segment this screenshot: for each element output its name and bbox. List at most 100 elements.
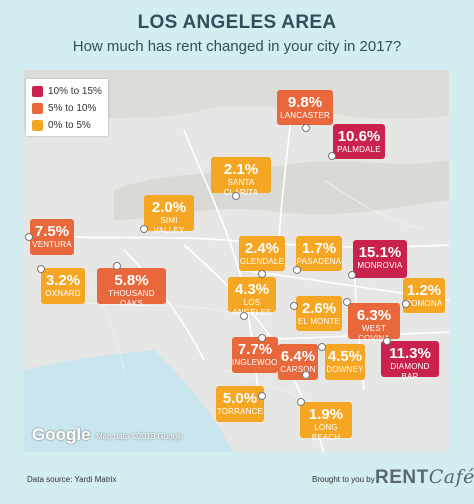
city-value: 1.2% [406, 282, 442, 299]
legend-item-mid: 5% to 10% [32, 102, 96, 114]
legend-swatch-high [32, 85, 43, 97]
legend-label-high: 10% to 15% [48, 85, 102, 97]
marker-ventura [25, 233, 33, 241]
city-tile-thousand-oaks[interactable]: 5.8% THOUSAND OAKS [97, 268, 166, 308]
marker-pomona [402, 300, 410, 308]
city-value: 6.4% [280, 348, 316, 365]
city-tile-torrance[interactable]: 5.0% TORRANCE [216, 386, 264, 422]
city-name: MONROVIA [357, 261, 403, 270]
city-tile-long-beach[interactable]: 1.9% LONG BEACH [300, 402, 352, 442]
city-name: TORRANCE [216, 407, 264, 416]
city-tile-downey[interactable]: 4.5% DOWNEY [325, 344, 365, 380]
page-title: LOS ANGELES AREA [137, 12, 337, 33]
city-tile-pasadena[interactable]: 1.7% PASADENA [296, 236, 342, 271]
marker-monrovia [348, 271, 356, 279]
marker-thousand-oaks [113, 262, 121, 270]
city-name: EL MONTE [297, 317, 341, 326]
city-name: LOS ANGELES [232, 298, 272, 317]
city-value: 11.3% [389, 345, 431, 362]
city-name: WEST COVINA [358, 324, 390, 343]
city-value: 5.8% [114, 272, 149, 289]
marker-el-monte [290, 302, 298, 310]
city-name: CARSON [280, 365, 316, 374]
city-tile-monrovia[interactable]: 15.1% MONROVIA [353, 240, 407, 278]
legend-label-low: 0% to 5% [48, 119, 91, 131]
city-tile-inglewood[interactable]: 7.7% INGLEWOOD [232, 337, 284, 373]
city-value: 2.6% [301, 300, 337, 317]
city-tile-los-angeles[interactable]: 4.3% LOS ANGELES [228, 277, 276, 317]
city-value: 2.0% [151, 199, 187, 216]
city-name: LANCASTER [280, 111, 330, 120]
city-name: SIMI VALLEY [153, 216, 185, 235]
city-value: 6.3% [356, 307, 392, 324]
brought-by-label: Brought to you by [312, 475, 375, 484]
marker-diamond-bar [383, 337, 391, 345]
city-value: 3.2% [45, 272, 81, 289]
city-tile-carson[interactable]: 6.4% CARSON [278, 344, 318, 380]
city-value: 1.9% [308, 406, 344, 423]
legend-item-low: 0% to 5% [32, 119, 91, 131]
rentcafe-logo[interactable]: RENTCafé [375, 466, 474, 489]
google-logo: Google [32, 425, 91, 444]
page-subtitle: How much has rent changed in your city i… [72, 38, 402, 55]
marker-inglewood [258, 334, 266, 342]
city-value: 7.7% [237, 341, 273, 358]
city-value: 2.4% [244, 240, 280, 257]
marker-glendale [258, 270, 266, 278]
city-name: DOWNEY [326, 365, 364, 374]
city-tile-pomona[interactable]: 1.2% POMONA [403, 278, 445, 313]
city-tile-santa-clarita[interactable]: 2.1% SANTA CLARITA [211, 157, 271, 197]
city-value: 1.7% [301, 240, 337, 257]
city-name: DIAMOND BAR [390, 362, 430, 381]
marker-west-covina [343, 298, 351, 306]
city-value: 5.0% [222, 390, 258, 407]
legend: 10% to 15% 5% to 10% 0% to 5% [26, 79, 108, 136]
city-value: 7.5% [34, 223, 70, 240]
city-name: INGLEWOOD [232, 358, 284, 367]
marker-santa-clarita [232, 192, 240, 200]
city-value: 9.8% [287, 94, 323, 111]
city-name: OXNARD [45, 289, 81, 298]
city-name: VENTURA [32, 240, 72, 249]
marker-carson [302, 371, 310, 379]
marker-oxnard [37, 265, 45, 273]
city-tile-palmdale[interactable]: 10.6% PALMDALE [333, 124, 385, 159]
marker-torrance [258, 392, 266, 400]
city-tile-oxnard[interactable]: 3.2% OXNARD [41, 268, 85, 304]
city-name: LONG BEACH [311, 423, 341, 442]
marker-los-angeles [240, 312, 248, 320]
city-tile-el-monte[interactable]: 2.6% EL MONTE [296, 296, 342, 331]
marker-simi-valley [140, 225, 148, 233]
logo-cafe: Café [428, 466, 474, 488]
city-name: THOUSAND OAKS [108, 289, 155, 308]
city-value: 4.5% [327, 348, 363, 365]
data-source: Data source: Yardi Matrix [27, 475, 117, 484]
city-name: GLENDALE [239, 257, 285, 266]
city-value: 15.1% [358, 244, 402, 261]
city-tile-ventura[interactable]: 7.5% VENTURA [30, 219, 74, 255]
map-attribution[interactable]: Map data ©2018 Google [96, 432, 184, 441]
marker-pasadena [293, 266, 301, 274]
marker-downey [318, 343, 326, 351]
city-value: 10.6% [337, 128, 381, 145]
city-value: 2.1% [223, 161, 259, 178]
marker-lancaster [302, 124, 310, 132]
city-name: PASADENA [296, 257, 342, 266]
city-name: PALMDALE [337, 145, 381, 154]
city-tile-diamond-bar[interactable]: 11.3% DIAMOND BAR [381, 341, 439, 381]
legend-swatch-low [32, 119, 43, 131]
city-name: SANTA CLARITA [223, 178, 259, 197]
marker-long-beach [297, 398, 305, 406]
logo-rent: RENT [375, 467, 429, 488]
city-tile-west-covina[interactable]: 6.3% WEST COVINA [348, 303, 400, 343]
city-tile-lancaster[interactable]: 9.8% LANCASTER [277, 90, 333, 125]
city-value: 4.3% [234, 281, 270, 298]
legend-label-mid: 5% to 10% [48, 102, 97, 114]
marker-palmdale [328, 152, 336, 160]
city-tile-simi-valley[interactable]: 2.0% SIMI VALLEY [144, 195, 194, 235]
legend-swatch-mid [32, 102, 43, 114]
legend-item-high: 10% to 15% [32, 85, 102, 97]
city-tile-glendale[interactable]: 2.4% GLENDALE [239, 236, 285, 271]
city-name: POMONA [405, 299, 443, 308]
